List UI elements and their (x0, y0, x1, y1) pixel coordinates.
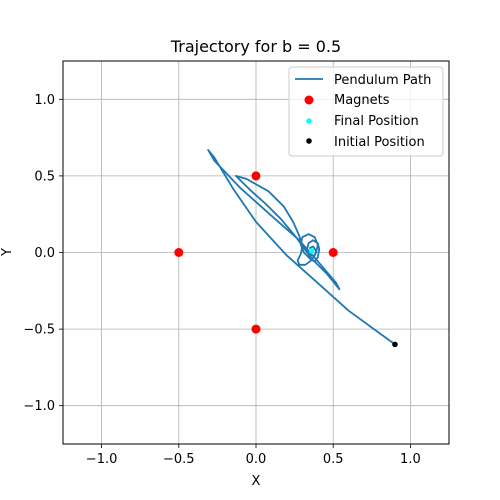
legend-label-magnets: Magnets (334, 93, 390, 108)
y-axis-ticks: −1.0 −0.5 0.0 0.5 1.0 (23, 93, 63, 414)
y-tick-label: −0.5 (23, 323, 55, 338)
legend-label-final-position: Final Position (334, 114, 419, 129)
magnets-point (251, 324, 261, 334)
final-position-point (308, 248, 315, 254)
legend-swatch-final-position (306, 118, 312, 124)
legend-swatch-magnets (304, 95, 314, 105)
pendulum-path-line (207, 148, 396, 346)
x-tick-label: −1.0 (86, 452, 118, 467)
magnets-point (328, 248, 338, 257)
x-tick-label: 1.0 (400, 452, 421, 467)
y-tick-label: 1.0 (34, 93, 55, 108)
initial-position-point (392, 341, 398, 348)
x-axis-label: X (252, 474, 261, 489)
magnets-point (251, 171, 261, 181)
chart-title: Trajectory for b = 0.5 (170, 37, 341, 56)
magnets-point (174, 248, 184, 257)
y-tick-label: 0.5 (34, 169, 55, 184)
x-tick-label: −0.5 (163, 452, 195, 467)
legend-swatch-initial-position (306, 138, 312, 144)
plot-frame (62, 60, 450, 445)
plot-content (174, 148, 398, 348)
y-tick-label: −1.0 (23, 399, 55, 414)
x-tick-label: 0.5 (323, 452, 344, 467)
y-tick-label: 0.0 (34, 246, 55, 261)
x-tick-label: 0.0 (246, 452, 267, 467)
legend-label-initial-position: Initial Position (334, 135, 425, 150)
legend: Pendulum Path Magnets Final Position Ini… (288, 66, 444, 157)
legend-label-pendulum-path: Pendulum Path (334, 73, 431, 88)
legend-box (288, 66, 444, 157)
y-axis-label: Y (0, 248, 15, 257)
x-axis-ticks: −1.0 −0.5 0.0 0.5 1.0 (86, 444, 421, 467)
